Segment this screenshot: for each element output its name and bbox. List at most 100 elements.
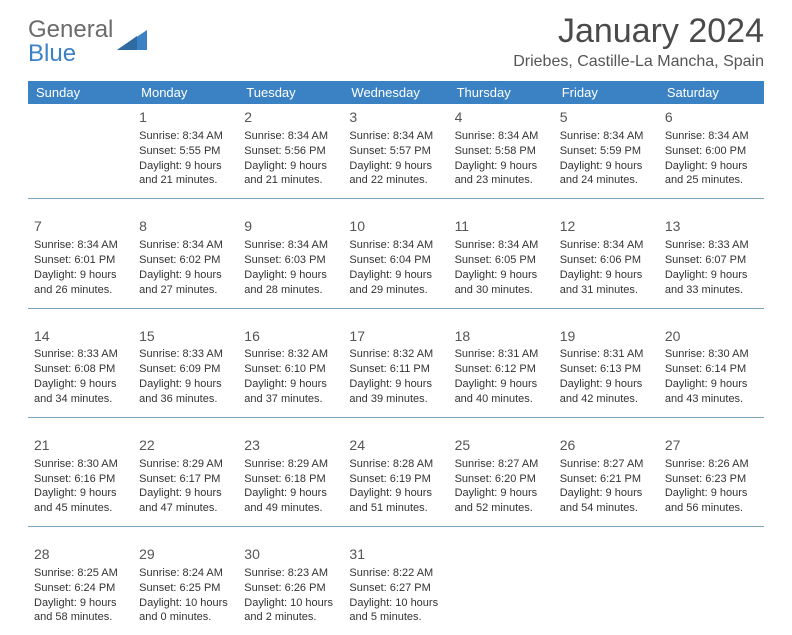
daylight-text: Daylight: 9 hours — [455, 486, 548, 501]
sunrise-text: Sunrise: 8:34 AM — [34, 238, 127, 253]
calendar-day-cell: 4Sunrise: 8:34 AMSunset: 5:58 PMDaylight… — [449, 104, 554, 199]
daylight-text: and 33 minutes. — [665, 283, 758, 298]
daylight-text: Daylight: 9 hours — [349, 159, 442, 174]
sunrise-text: Sunrise: 8:31 AM — [455, 347, 548, 362]
day-number: 24 — [349, 436, 442, 455]
day-number: 4 — [455, 108, 548, 127]
calendar-day-cell: 24Sunrise: 8:28 AMSunset: 6:19 PMDayligh… — [343, 432, 448, 527]
day-number: 10 — [349, 217, 442, 236]
daylight-text: Daylight: 9 hours — [349, 486, 442, 501]
daylight-text: and 37 minutes. — [244, 392, 337, 407]
daylight-text: Daylight: 9 hours — [34, 268, 127, 283]
logo-text: General Blue — [28, 18, 113, 66]
day-number: 26 — [560, 436, 653, 455]
sunset-text: Sunset: 6:08 PM — [34, 362, 127, 377]
calendar-day-cell — [554, 541, 659, 635]
page-title: January 2024 — [513, 12, 764, 51]
day-number: 15 — [139, 327, 232, 346]
weekday-header: Friday — [554, 81, 659, 104]
sunset-text: Sunset: 6:24 PM — [34, 581, 127, 596]
day-number: 27 — [665, 436, 758, 455]
sunrise-text: Sunrise: 8:30 AM — [665, 347, 758, 362]
sunrise-text: Sunrise: 8:33 AM — [34, 347, 127, 362]
day-number: 1 — [139, 108, 232, 127]
sunrise-text: Sunrise: 8:24 AM — [139, 566, 232, 581]
calendar-day-cell: 28Sunrise: 8:25 AMSunset: 6:24 PMDayligh… — [28, 541, 133, 635]
sunset-text: Sunset: 6:16 PM — [34, 472, 127, 487]
sunset-text: Sunset: 6:12 PM — [455, 362, 548, 377]
sunrise-text: Sunrise: 8:32 AM — [349, 347, 442, 362]
daylight-text: and 31 minutes. — [560, 283, 653, 298]
calendar-week-row: 28Sunrise: 8:25 AMSunset: 6:24 PMDayligh… — [28, 541, 764, 635]
sunrise-text: Sunrise: 8:30 AM — [34, 457, 127, 472]
sunset-text: Sunset: 6:19 PM — [349, 472, 442, 487]
calendar-week-row: 7Sunrise: 8:34 AMSunset: 6:01 PMDaylight… — [28, 213, 764, 308]
calendar-week-row: 1Sunrise: 8:34 AMSunset: 5:55 PMDaylight… — [28, 104, 764, 199]
weekday-header: Monday — [133, 81, 238, 104]
daylight-text: and 25 minutes. — [665, 173, 758, 188]
daylight-text: Daylight: 9 hours — [244, 268, 337, 283]
daylight-text: Daylight: 9 hours — [244, 377, 337, 392]
daylight-text: and 40 minutes. — [455, 392, 548, 407]
sunrise-text: Sunrise: 8:34 AM — [665, 129, 758, 144]
sunrise-text: Sunrise: 8:34 AM — [455, 129, 548, 144]
title-block: January 2024 Driebes, Castille-La Mancha… — [513, 12, 764, 71]
day-number: 16 — [244, 327, 337, 346]
weekday-header: Tuesday — [238, 81, 343, 104]
daylight-text: Daylight: 10 hours — [244, 596, 337, 611]
calendar-day-cell: 23Sunrise: 8:29 AMSunset: 6:18 PMDayligh… — [238, 432, 343, 527]
sunrise-text: Sunrise: 8:29 AM — [244, 457, 337, 472]
sunset-text: Sunset: 6:05 PM — [455, 253, 548, 268]
calendar-day-cell: 27Sunrise: 8:26 AMSunset: 6:23 PMDayligh… — [659, 432, 764, 527]
day-number: 30 — [244, 545, 337, 564]
calendar-day-cell: 3Sunrise: 8:34 AMSunset: 5:57 PMDaylight… — [343, 104, 448, 199]
daylight-text: Daylight: 10 hours — [349, 596, 442, 611]
daylight-text: Daylight: 9 hours — [665, 377, 758, 392]
daylight-text: Daylight: 9 hours — [455, 268, 548, 283]
day-number: 28 — [34, 545, 127, 564]
sunset-text: Sunset: 6:26 PM — [244, 581, 337, 596]
week-separator — [28, 308, 764, 323]
sunrise-text: Sunrise: 8:27 AM — [560, 457, 653, 472]
daylight-text: Daylight: 9 hours — [665, 268, 758, 283]
week-separator — [28, 417, 764, 432]
daylight-text: Daylight: 9 hours — [665, 159, 758, 174]
daylight-text: Daylight: 10 hours — [139, 596, 232, 611]
daylight-text: and 47 minutes. — [139, 501, 232, 516]
calendar-day-cell: 11Sunrise: 8:34 AMSunset: 6:05 PMDayligh… — [449, 213, 554, 308]
daylight-text: and 30 minutes. — [455, 283, 548, 298]
calendar-day-cell: 15Sunrise: 8:33 AMSunset: 6:09 PMDayligh… — [133, 323, 238, 418]
day-number: 29 — [139, 545, 232, 564]
calendar-day-cell: 6Sunrise: 8:34 AMSunset: 6:00 PMDaylight… — [659, 104, 764, 199]
sunrise-text: Sunrise: 8:34 AM — [244, 129, 337, 144]
location-subtitle: Driebes, Castille-La Mancha, Spain — [513, 53, 764, 71]
weekday-header: Sunday — [28, 81, 133, 104]
daylight-text: and 21 minutes. — [139, 173, 232, 188]
sunset-text: Sunset: 6:04 PM — [349, 253, 442, 268]
sunrise-text: Sunrise: 8:29 AM — [139, 457, 232, 472]
daylight-text: Daylight: 9 hours — [560, 159, 653, 174]
daylight-text: and 36 minutes. — [139, 392, 232, 407]
sunrise-text: Sunrise: 8:22 AM — [349, 566, 442, 581]
calendar-day-cell: 20Sunrise: 8:30 AMSunset: 6:14 PMDayligh… — [659, 323, 764, 418]
sunrise-text: Sunrise: 8:34 AM — [560, 238, 653, 253]
sunrise-text: Sunrise: 8:31 AM — [560, 347, 653, 362]
daylight-text: and 45 minutes. — [34, 501, 127, 516]
daylight-text: and 21 minutes. — [244, 173, 337, 188]
daylight-text: and 29 minutes. — [349, 283, 442, 298]
daylight-text: Daylight: 9 hours — [349, 377, 442, 392]
sunset-text: Sunset: 6:14 PM — [665, 362, 758, 377]
daylight-text: and 0 minutes. — [139, 610, 232, 625]
daylight-text: and 49 minutes. — [244, 501, 337, 516]
day-number: 21 — [34, 436, 127, 455]
sunset-text: Sunset: 6:02 PM — [139, 253, 232, 268]
calendar-day-cell: 12Sunrise: 8:34 AMSunset: 6:06 PMDayligh… — [554, 213, 659, 308]
calendar-day-cell: 21Sunrise: 8:30 AMSunset: 6:16 PMDayligh… — [28, 432, 133, 527]
daylight-text: and 24 minutes. — [560, 173, 653, 188]
daylight-text: and 28 minutes. — [244, 283, 337, 298]
calendar-day-cell: 26Sunrise: 8:27 AMSunset: 6:21 PMDayligh… — [554, 432, 659, 527]
day-number: 20 — [665, 327, 758, 346]
calendar-day-cell: 18Sunrise: 8:31 AMSunset: 6:12 PMDayligh… — [449, 323, 554, 418]
daylight-text: Daylight: 9 hours — [139, 486, 232, 501]
day-number: 17 — [349, 327, 442, 346]
